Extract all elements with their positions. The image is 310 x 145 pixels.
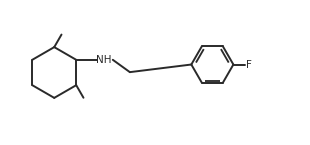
Text: NH: NH [96,55,112,65]
Text: F: F [246,60,252,69]
